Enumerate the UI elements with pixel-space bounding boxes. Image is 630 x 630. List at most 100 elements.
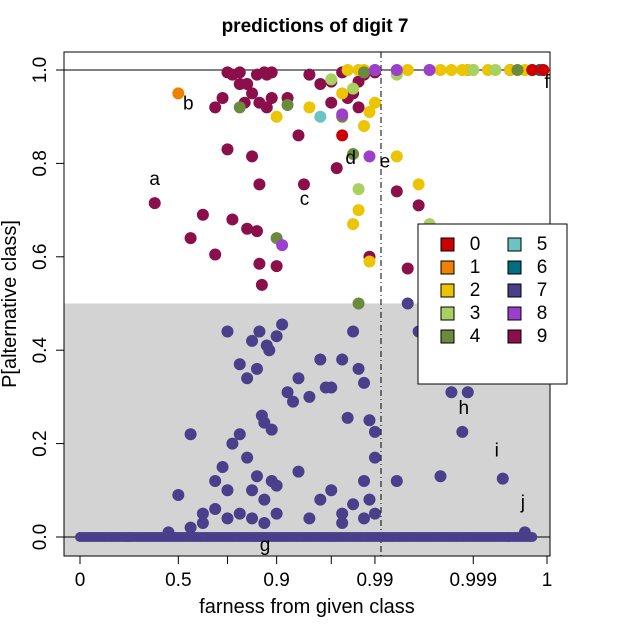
legend-label-5: 5: [537, 234, 548, 255]
data-point: [258, 516, 271, 529]
data-point: [241, 372, 254, 385]
data-point: [226, 213, 239, 226]
data-point: [314, 493, 327, 506]
y-axis-label: P[alternative class]: [0, 220, 21, 388]
data-point: [270, 110, 283, 123]
series-9: [148, 64, 517, 291]
data-point: [216, 460, 229, 473]
legend-label-8: 8: [537, 303, 548, 324]
x-tick-label: 0.9: [263, 570, 289, 591]
data-point: [270, 260, 283, 273]
data-point: [221, 512, 234, 525]
data-point: [281, 386, 294, 399]
data-point: [368, 64, 381, 76]
data-point: [250, 470, 263, 483]
data-point: [363, 150, 376, 163]
data-point: [363, 414, 376, 427]
data-point: [253, 178, 266, 191]
data-point: [358, 474, 371, 487]
annotation-f: f: [544, 72, 550, 93]
data-point: [263, 344, 276, 357]
data-point: [184, 521, 197, 534]
y-tick-label: 0.2: [30, 430, 51, 456]
data-point: [445, 64, 458, 76]
legend-label-7: 7: [537, 280, 548, 301]
y-tick-label: 0.6: [30, 244, 51, 270]
data-point: [303, 512, 316, 525]
x-axis: 0 0.5 0.9 0.99 0.999 1: [75, 555, 552, 591]
annotation-b: b: [183, 93, 194, 114]
annotation-h: h: [459, 398, 470, 419]
data-point: [255, 278, 268, 291]
legend-label-3: 3: [470, 303, 481, 324]
data-point: [352, 297, 365, 310]
data-point: [358, 120, 371, 133]
data-point: [347, 325, 360, 338]
legend-swatch-1: [440, 260, 455, 275]
data-point: [292, 372, 305, 385]
data-point: [347, 148, 360, 161]
data-point: [336, 129, 349, 142]
y-axis: 0.0 0.2 0.4 0.6 0.8 1.0: [30, 57, 65, 550]
annotation-j: j: [520, 492, 525, 513]
data-point: [172, 87, 185, 100]
data-point: [314, 110, 327, 123]
data-point: [347, 82, 360, 95]
data-point: [445, 386, 458, 399]
data-point: [292, 129, 305, 142]
data-point: [270, 479, 283, 492]
data-point: [246, 334, 259, 347]
data-point: [260, 101, 273, 114]
data-point: [401, 262, 414, 275]
data-point: [209, 248, 222, 261]
data-point: [184, 232, 197, 245]
data-point: [368, 451, 381, 464]
data-point: [233, 358, 246, 371]
data-point: [526, 64, 539, 76]
series-7-baseline: [75, 532, 538, 542]
data-point: [401, 297, 414, 310]
data-point: [368, 425, 381, 438]
data-point: [352, 204, 365, 217]
data-point: [352, 101, 365, 114]
data-point: [363, 106, 376, 119]
points-layer: [75, 64, 550, 542]
data-point: [303, 390, 316, 403]
data-point: [496, 472, 509, 485]
legend-swatch-8: [507, 306, 522, 321]
legend-label-4: 4: [470, 326, 481, 347]
data-point: [537, 64, 550, 76]
data-point: [172, 488, 185, 501]
data-point: [456, 425, 469, 438]
x-tick-label: 0: [75, 570, 86, 591]
annotation-g: g: [260, 535, 271, 556]
data-point: [221, 66, 234, 79]
data-point: [276, 318, 289, 331]
data-point: [358, 66, 371, 79]
legend-swatch-9: [507, 329, 522, 344]
y-tick-label: 0.0: [30, 524, 51, 550]
data-point: [412, 178, 425, 191]
data-point: [258, 66, 271, 79]
data-point: [233, 507, 246, 520]
data-point: [233, 101, 246, 114]
data-point: [336, 507, 349, 520]
data-point: [434, 64, 447, 76]
x-tick-label: 0.5: [165, 570, 191, 591]
data-point: [358, 512, 371, 525]
legend-label-0: 0: [470, 234, 481, 255]
data-point: [270, 330, 283, 343]
data-point: [246, 512, 259, 525]
data-point: [368, 96, 381, 109]
data-point: [226, 437, 239, 450]
data-point: [336, 108, 349, 121]
data-point: [253, 257, 266, 270]
legend-swatch-2: [440, 283, 455, 298]
y-tick-label: 0.8: [30, 150, 51, 176]
data-point: [148, 197, 161, 210]
data-point: [297, 178, 310, 191]
data-point: [434, 470, 447, 483]
data-point: [347, 498, 360, 511]
data-point: [358, 376, 371, 389]
data-point: [314, 78, 327, 91]
